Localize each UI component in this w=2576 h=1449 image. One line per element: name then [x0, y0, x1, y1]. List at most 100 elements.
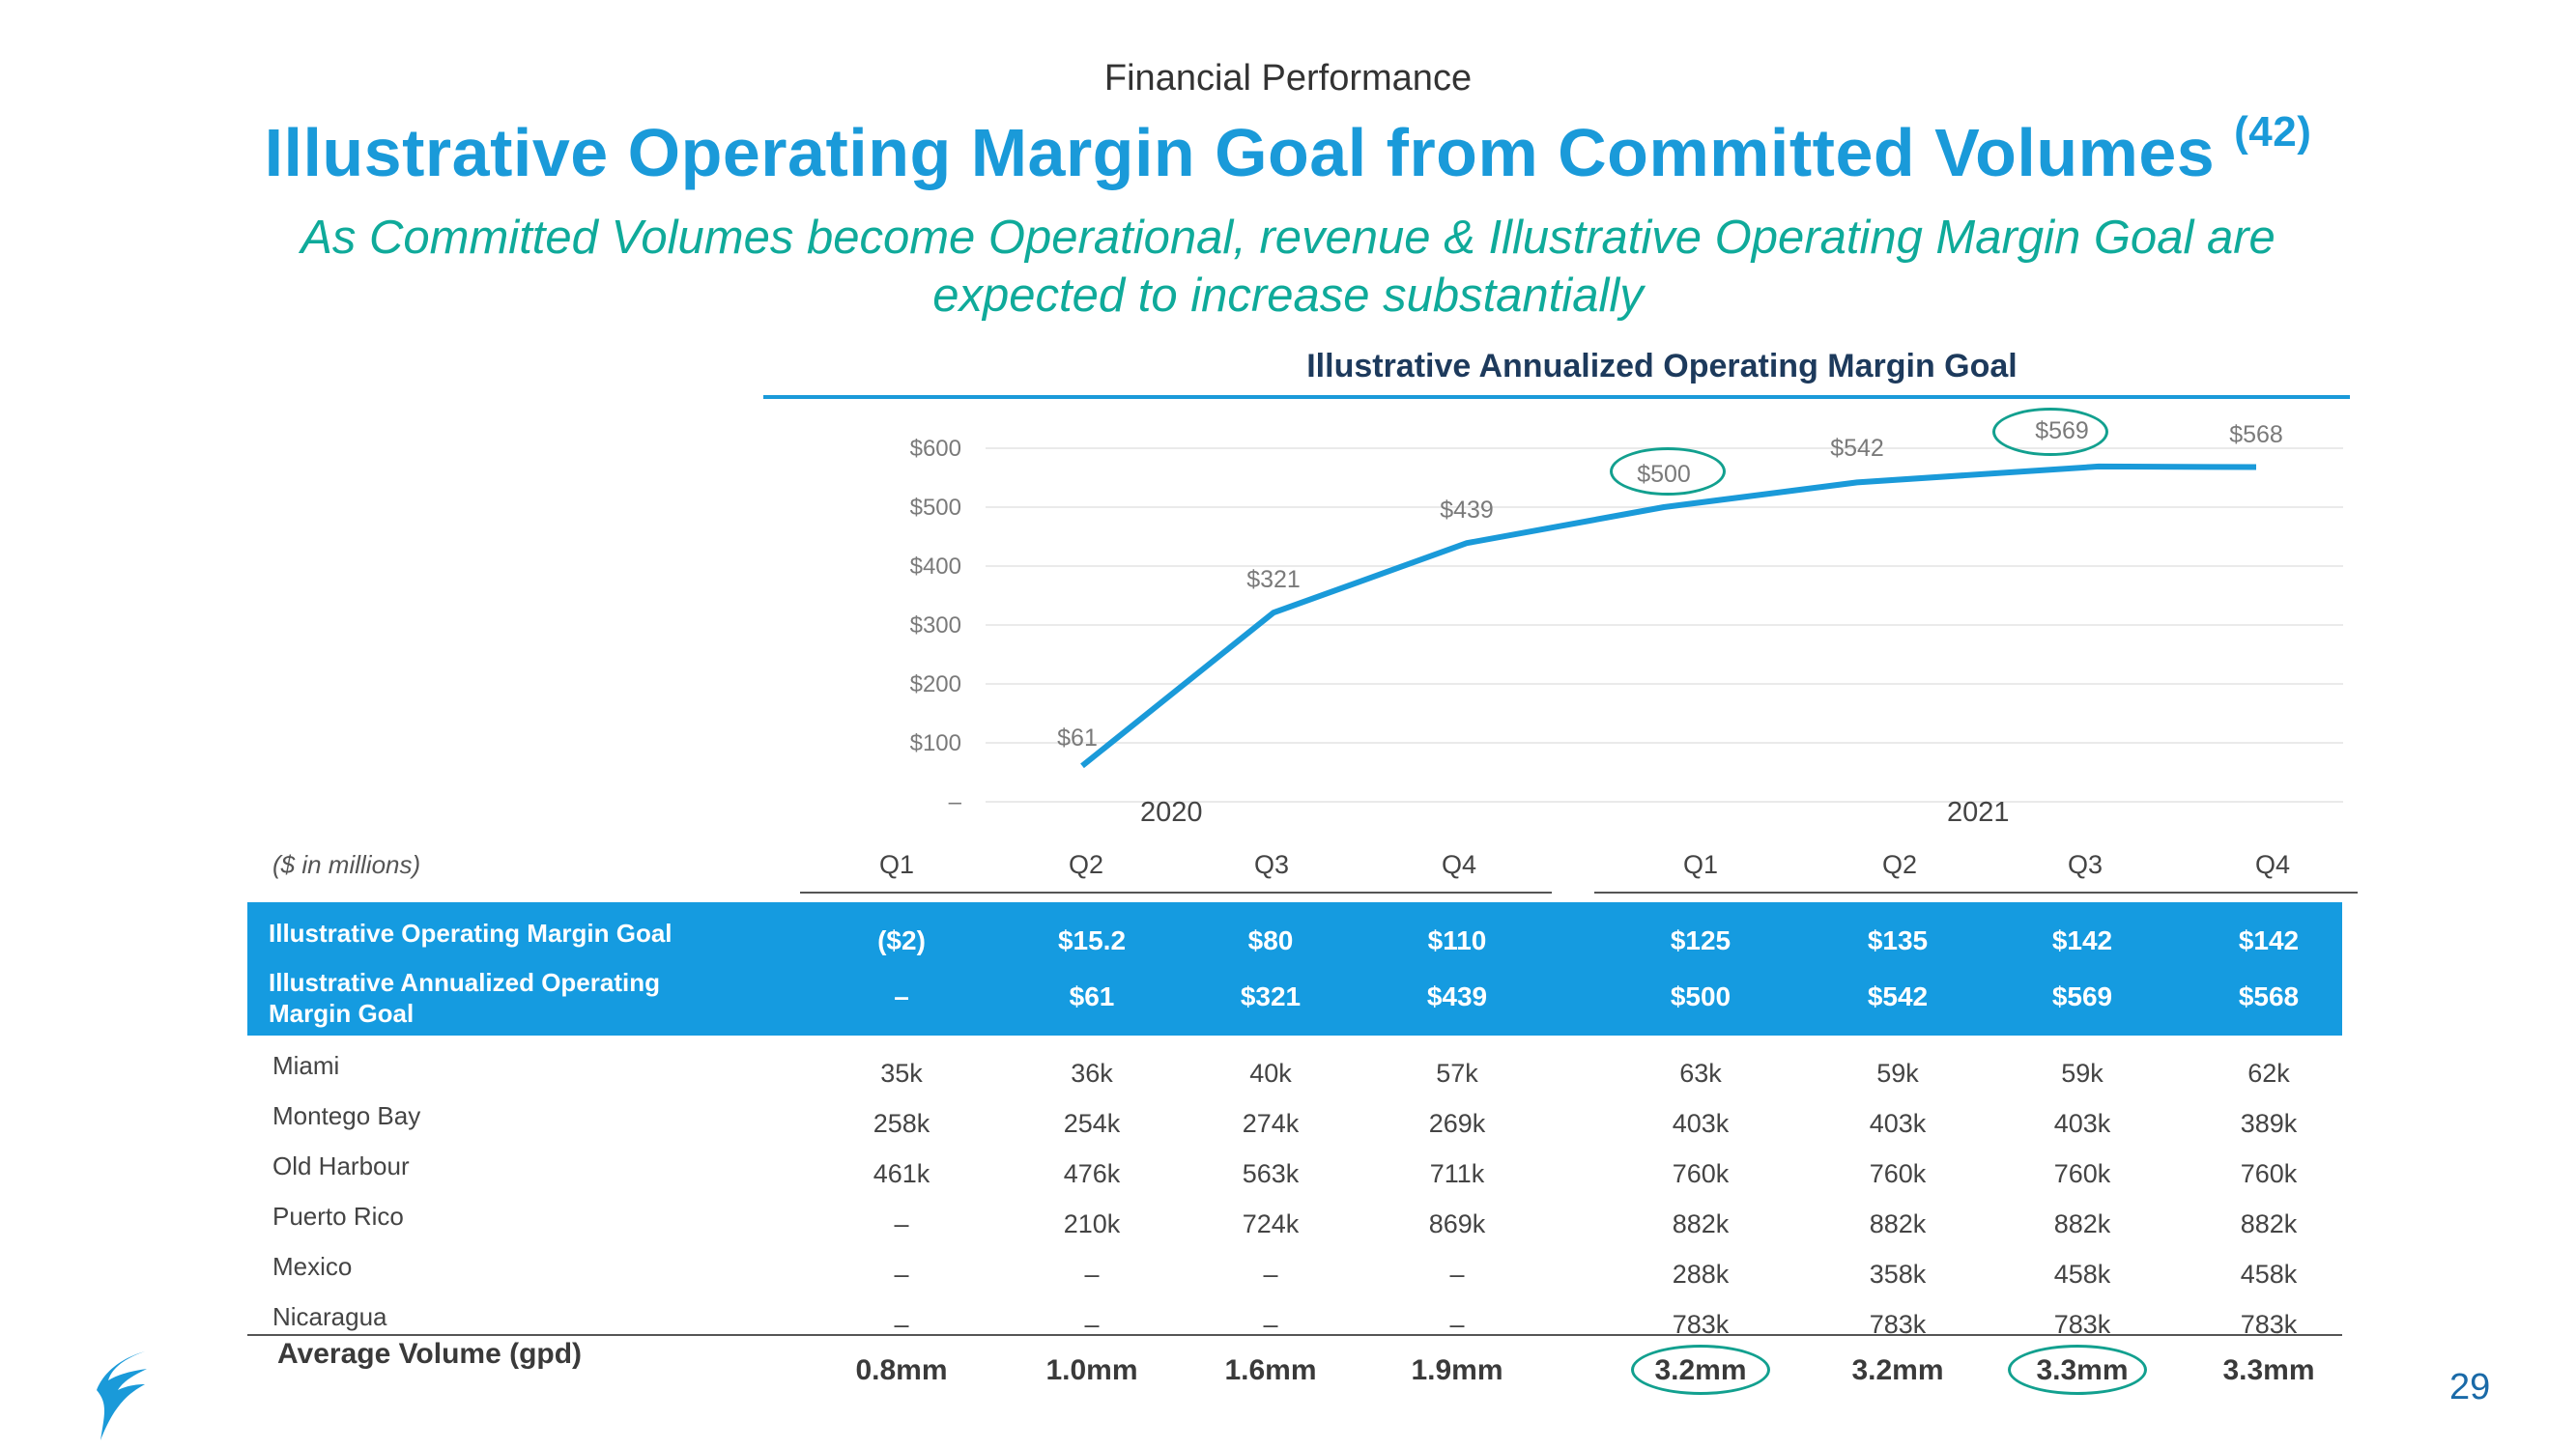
data-label: $321: [1246, 566, 1301, 593]
row-label-mexico: Mexico: [272, 1252, 353, 1281]
y-tick-label: $100: [910, 730, 961, 756]
chart-title: Illustrative Annualized Operating Margin…: [1306, 348, 2018, 384]
volume-cell: 40k: [1249, 1059, 1292, 1088]
volume-cell: 389k: [2240, 1109, 2298, 1138]
volume-cell: 458k: [2053, 1260, 2111, 1289]
volume-cell: –: [894, 1310, 909, 1339]
band-cell: $142: [2051, 925, 2113, 955]
quarter-header: Q3: [1253, 850, 1290, 879]
title-text: Illustrative Operating Margin Goal from …: [264, 115, 2216, 190]
year-2021-underline: [1594, 892, 2358, 894]
row-label-old-harbour: Old Harbour: [272, 1151, 410, 1180]
page-title: Illustrative Operating Margin Goal from …: [0, 108, 2576, 191]
band-cell: $15.2: [1057, 925, 1127, 955]
band-cell: $568: [2238, 981, 2300, 1011]
volume-cell: 724k: [1242, 1209, 1300, 1238]
band-cell: –: [894, 981, 909, 1011]
y-tick-label: $200: [910, 671, 961, 697]
quarter-header: Q2: [1881, 850, 1918, 879]
volume-cell: 62k: [2247, 1059, 2290, 1088]
average-volume-cell: 3.2mm: [1851, 1354, 1944, 1386]
volume-cell: 403k: [1672, 1109, 1730, 1138]
volume-cell: –: [894, 1209, 909, 1238]
volume-cell: 882k: [1869, 1209, 1927, 1238]
volume-cell: 288k: [1672, 1260, 1730, 1289]
volume-cell: 274k: [1242, 1109, 1300, 1138]
year-2020-underline: [800, 892, 1552, 894]
volume-cell: 760k: [2053, 1159, 2111, 1188]
volume-cell: 210k: [1063, 1209, 1121, 1238]
row-label-miami: Miami: [272, 1051, 340, 1080]
data-label: $568: [2229, 421, 2283, 448]
page-number: 29: [2449, 1367, 2491, 1407]
row-label-montego-bay: Montego Bay: [272, 1101, 421, 1130]
volume-cell: 760k: [2240, 1159, 2298, 1188]
band-cell: $135: [1867, 925, 1929, 955]
volume-cell: 711k: [1429, 1159, 1485, 1188]
band-cell: $80: [1247, 925, 1294, 955]
average-volume-label: Average Volume (gpd): [277, 1338, 583, 1370]
units-note: ($ in millions): [272, 850, 421, 879]
highlight-ring-500: [1610, 447, 1726, 496]
volume-cell: 882k: [2053, 1209, 2111, 1238]
year-label-2021: 2021: [1947, 797, 2010, 828]
average-volume-cell: 1.0mm: [1045, 1354, 1138, 1386]
volume-cell: 458k: [2240, 1260, 2298, 1289]
volume-cell: 57k: [1436, 1059, 1478, 1088]
average-volume-cell: 1.6mm: [1224, 1354, 1317, 1386]
volume-cell: 258k: [873, 1109, 930, 1138]
band-row-label: Illustrative Operating Margin Goal: [269, 919, 673, 948]
band-cell: $321: [1240, 981, 1302, 1011]
volume-cell: 760k: [1869, 1159, 1927, 1188]
subtitle-line-2: expected to increase substantially: [932, 270, 1644, 322]
band-cell: ($2): [877, 925, 926, 955]
series-line: [1080, 463, 2257, 769]
volume-cell: 882k: [1672, 1209, 1730, 1238]
year-label-2020: 2020: [1140, 797, 1203, 828]
row-label-nicaragua: Nicaragua: [272, 1302, 387, 1331]
band-cell: $542: [1867, 981, 1929, 1011]
volume-cell: 869k: [1428, 1209, 1486, 1238]
title-footnote-ref: (42): [2234, 108, 2312, 156]
highlight-ring-569: [1992, 408, 2108, 456]
volume-cell: 36k: [1071, 1059, 1113, 1088]
volume-cell: 59k: [2061, 1059, 2104, 1088]
volume-cell: 403k: [1869, 1109, 1927, 1138]
quarter-header: Q2: [1068, 850, 1104, 879]
band-cell: $500: [1670, 981, 1732, 1011]
volume-cell: –: [1084, 1260, 1100, 1289]
volume-cell: 269k: [1428, 1109, 1486, 1138]
quarter-header: Q1: [1682, 850, 1719, 879]
y-tick-label: $300: [910, 612, 961, 639]
highlight-ring-avg-q3-2021: [2008, 1345, 2147, 1395]
band-cell: $110: [1427, 925, 1487, 955]
volume-cell: 403k: [2053, 1109, 2111, 1138]
average-volume-cell: 0.8mm: [855, 1354, 948, 1386]
volume-cell: 882k: [2240, 1209, 2298, 1238]
section-label: Financial Performance: [1103, 58, 1473, 99]
volume-cell: 358k: [1869, 1260, 1927, 1289]
row-label-puerto-rico: Puerto Rico: [272, 1202, 404, 1231]
average-rule: [247, 1334, 2342, 1336]
y-tick-label: $600: [910, 436, 961, 462]
volume-cell: –: [1263, 1310, 1278, 1339]
volume-cell: –: [1449, 1260, 1465, 1289]
quarter-header: Q3: [2067, 850, 2104, 879]
y-tick-label: $500: [910, 495, 961, 521]
chart-title-rule: [763, 395, 2350, 399]
y-tick-label: $400: [910, 554, 961, 580]
average-volume-cell: 3.3mm: [2222, 1354, 2315, 1386]
band-cell: $125: [1670, 925, 1732, 955]
quarter-header: Q1: [878, 850, 915, 879]
volume-cell: –: [1263, 1260, 1278, 1289]
margin-goal-band: [247, 902, 2342, 1036]
volume-cell: –: [1449, 1310, 1465, 1339]
volume-cell: –: [894, 1260, 909, 1289]
volume-cell: 59k: [1876, 1059, 1919, 1088]
band-cell: $569: [2051, 981, 2113, 1011]
highlight-ring-avg-q1-2021: [1631, 1345, 1770, 1395]
band-row-label: Illustrative Annualized Operating Margin…: [269, 968, 660, 1028]
volume-cell: 254k: [1063, 1109, 1121, 1138]
data-label: $61: [1057, 724, 1098, 752]
